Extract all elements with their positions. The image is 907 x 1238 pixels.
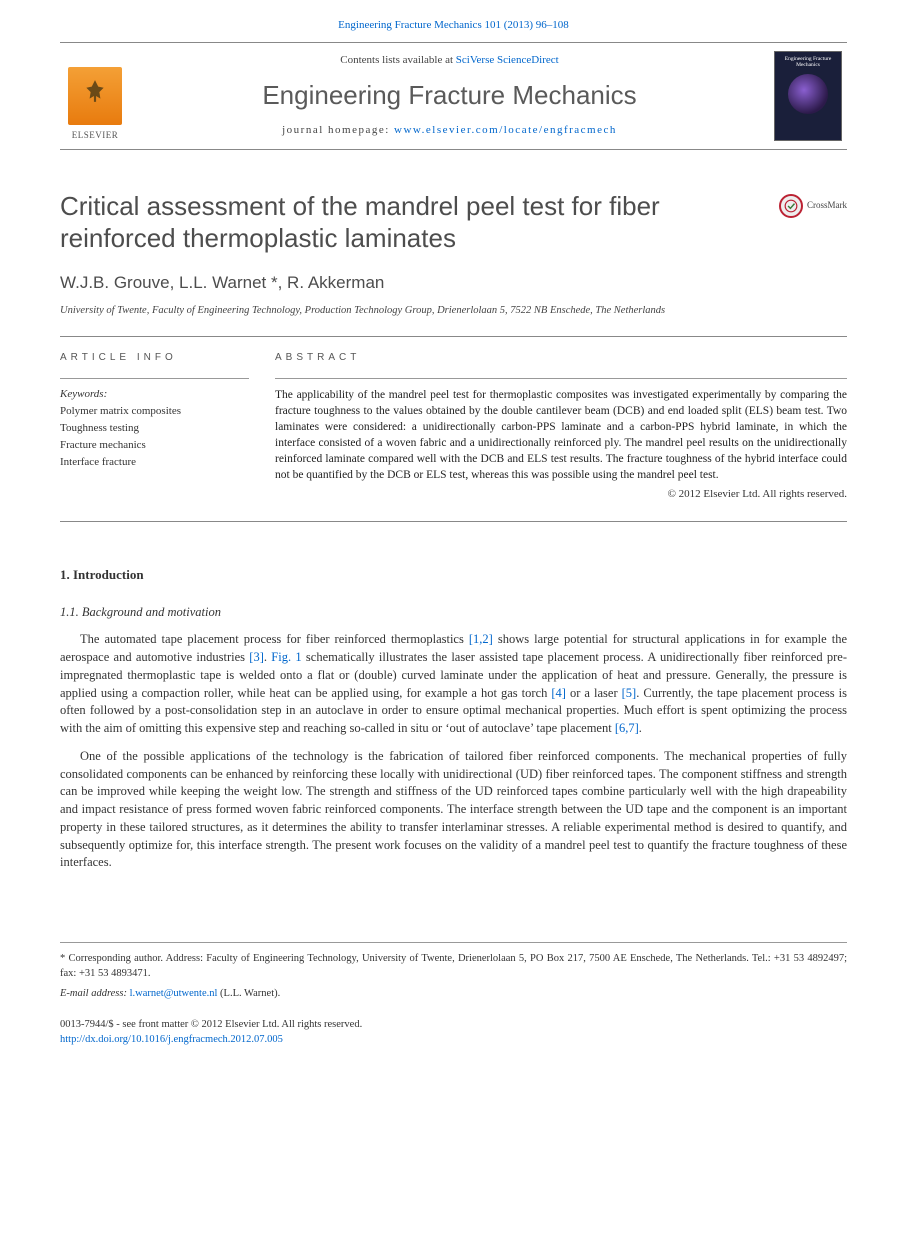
crossmark-label: CrossMark xyxy=(807,199,847,212)
abstract-copyright: © 2012 Elsevier Ltd. All rights reserved… xyxy=(275,487,847,503)
keyword-item: Polymer matrix composites xyxy=(60,404,249,420)
affiliation-line: University of Twente, Faculty of Enginee… xyxy=(60,303,847,318)
citation-link[interactable]: [3] xyxy=(249,650,264,664)
publication-footer: 0013-7944/$ - see front matter © 2012 El… xyxy=(60,1017,847,1047)
contents-prefix: Contents lists available at xyxy=(340,54,455,66)
section-1-1-heading: 1.1. Background and motivation xyxy=(60,603,847,621)
crossmark-badge[interactable]: CrossMark xyxy=(779,194,847,218)
keyword-item: Interface fracture xyxy=(60,455,249,471)
homepage-prefix: journal homepage: xyxy=(282,124,394,136)
elsevier-logo-icon xyxy=(68,67,122,125)
contents-available-line: Contents lists available at SciVerse Sci… xyxy=(136,53,763,69)
email-suffix: (L.L. Warnet). xyxy=(217,988,280,999)
journal-banner: ELSEVIER Contents lists available at Sci… xyxy=(60,42,847,150)
banner-center: Contents lists available at SciVerse Sci… xyxy=(130,43,769,149)
abstract-heading: abstract xyxy=(275,337,847,378)
keyword-item: Fracture mechanics xyxy=(60,438,249,454)
elsevier-label: ELSEVIER xyxy=(72,129,119,142)
p1-text-a: The automated tape placement process for… xyxy=(80,632,469,646)
article-info-column: article info Keywords: Polymer matrix co… xyxy=(60,337,275,503)
keywords-list: Polymer matrix composites Toughness test… xyxy=(60,404,249,471)
doi-link[interactable]: http://dx.doi.org/10.1016/j.engfracmech.… xyxy=(60,1034,283,1045)
elsevier-tree-icon xyxy=(82,78,108,115)
crossmark-icon xyxy=(779,194,803,218)
abstract-column: abstract The applicability of the mandre… xyxy=(275,337,847,503)
corr-email-link[interactable]: l.warnet@utwente.nl xyxy=(130,988,218,999)
journal-homepage-link[interactable]: www.elsevier.com/locate/engfracmech xyxy=(394,124,617,136)
corr-text: * Corresponding author. Address: Faculty… xyxy=(60,953,847,979)
citation-link[interactable]: [4] xyxy=(551,686,566,700)
banner-cover-col: Engineering Fracture Mechanics xyxy=(769,43,847,149)
issn-copyright-line: 0013-7944/$ - see front matter © 2012 El… xyxy=(60,1017,847,1032)
corresponding-author-footnote: * Corresponding author. Address: Faculty… xyxy=(60,942,847,1001)
cover-art-icon xyxy=(788,74,828,114)
journal-homepage-line: journal homepage: www.elsevier.com/locat… xyxy=(136,123,763,139)
citation-link[interactable]: [5] xyxy=(622,686,637,700)
p1-text-g: . xyxy=(639,721,642,735)
abstract-text: The applicability of the mandrel peel te… xyxy=(275,387,847,484)
sciencedirect-link[interactable]: SciVerse ScienceDirect xyxy=(456,54,559,66)
front-rule-bottom xyxy=(60,521,847,522)
body-paragraph-1: The automated tape placement process for… xyxy=(60,631,847,738)
authors-line: W.J.B. Grouve, L.L. Warnet *, R. Akkerma… xyxy=(60,271,847,296)
keyword-item: Toughness testing xyxy=(60,421,249,437)
info-rule xyxy=(60,378,249,379)
body-paragraph-2: One of the possible applications of the … xyxy=(60,748,847,872)
article-title: Critical assessment of the mandrel peel … xyxy=(60,190,779,255)
figure-link[interactable]: Fig. 1 xyxy=(271,650,301,664)
keywords-label: Keywords: xyxy=(60,387,249,403)
section-1-heading: 1. Introduction xyxy=(60,566,847,585)
cover-thumb-title: Engineering Fracture Mechanics xyxy=(775,56,841,68)
banner-publisher-col: ELSEVIER xyxy=(60,43,130,149)
citation-link[interactable]: [1,2] xyxy=(469,632,493,646)
article-info-heading: article info xyxy=(60,337,249,378)
journal-cover-thumb: Engineering Fracture Mechanics xyxy=(774,51,842,141)
p2-text: One of the possible applications of the … xyxy=(60,749,847,870)
p1-text-e: or a laser xyxy=(566,686,622,700)
running-head-citation: Engineering Fracture Mechanics 101 (2013… xyxy=(0,0,907,42)
abstract-rule xyxy=(275,378,847,379)
citation-link[interactable]: [6,7] xyxy=(615,721,639,735)
journal-name: Engineering Fracture Mechanics xyxy=(136,77,763,115)
article-front-matter: Critical assessment of the mandrel peel … xyxy=(60,190,847,523)
email-label: E-mail address: xyxy=(60,988,130,999)
